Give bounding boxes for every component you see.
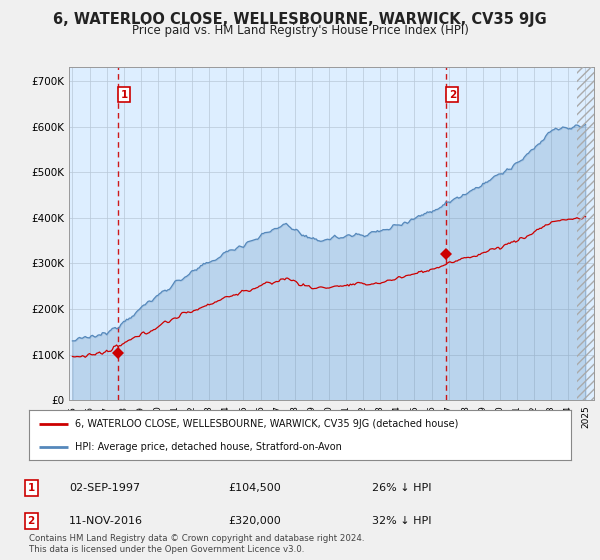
Text: 6, WATERLOO CLOSE, WELLESBOURNE, WARWICK, CV35 9JG: 6, WATERLOO CLOSE, WELLESBOURNE, WARWICK… [53, 12, 547, 27]
Text: 2: 2 [449, 90, 456, 100]
Text: 6, WATERLOO CLOSE, WELLESBOURNE, WARWICK, CV35 9JG (detached house): 6, WATERLOO CLOSE, WELLESBOURNE, WARWICK… [75, 418, 458, 428]
Text: Contains HM Land Registry data © Crown copyright and database right 2024.
This d: Contains HM Land Registry data © Crown c… [29, 534, 364, 554]
Text: HPI: Average price, detached house, Stratford-on-Avon: HPI: Average price, detached house, Stra… [75, 442, 342, 452]
Bar [577, 67, 600, 400]
Text: 26% ↓ HPI: 26% ↓ HPI [372, 483, 431, 493]
Text: 1: 1 [28, 483, 35, 493]
Text: 2: 2 [28, 516, 35, 526]
Text: 32% ↓ HPI: 32% ↓ HPI [372, 516, 431, 526]
Text: 1: 1 [121, 90, 128, 100]
Text: 11-NOV-2016: 11-NOV-2016 [69, 516, 143, 526]
Text: Price paid vs. HM Land Registry's House Price Index (HPI): Price paid vs. HM Land Registry's House … [131, 24, 469, 36]
Text: 02-SEP-1997: 02-SEP-1997 [69, 483, 140, 493]
Text: £104,500: £104,500 [228, 483, 281, 493]
Text: £320,000: £320,000 [228, 516, 281, 526]
